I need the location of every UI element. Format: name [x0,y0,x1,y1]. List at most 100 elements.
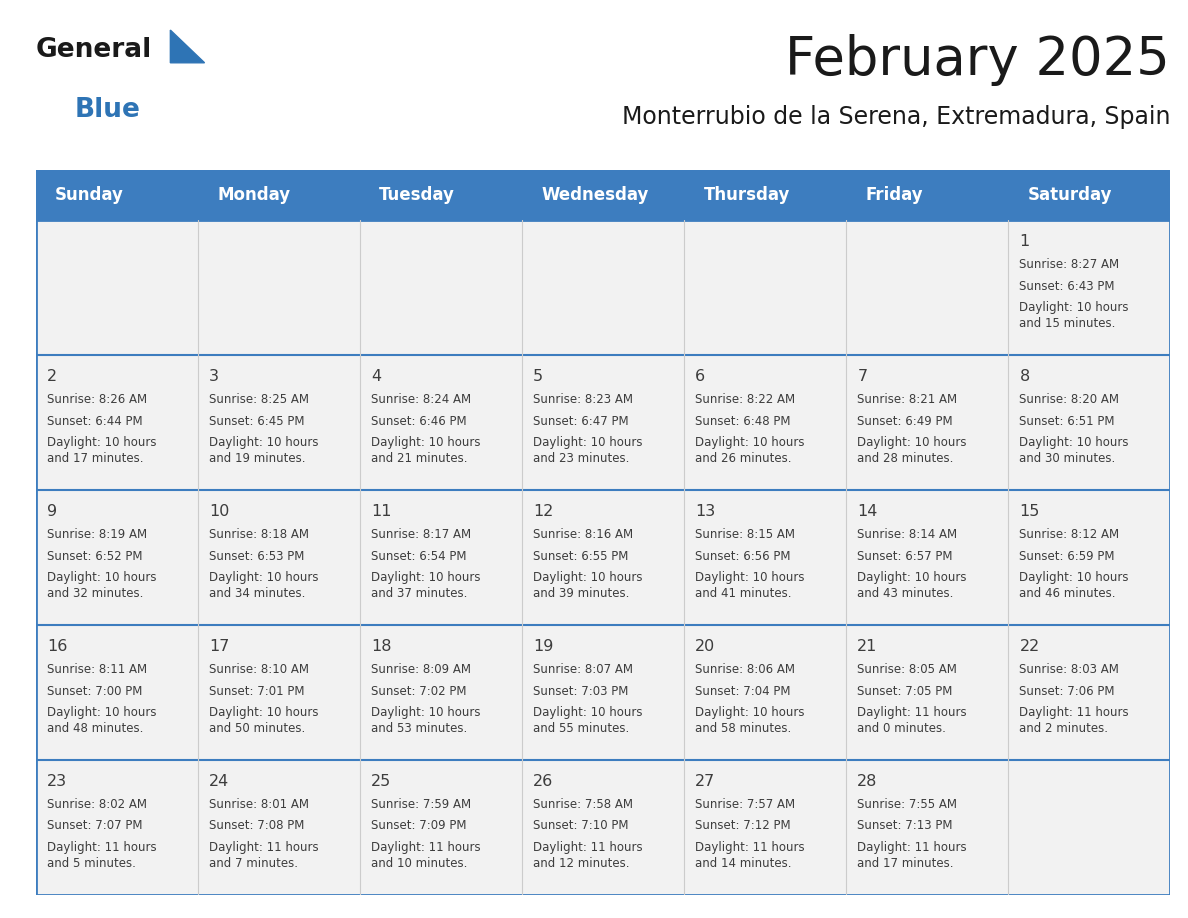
Text: Daylight: 11 hours
and 7 minutes.: Daylight: 11 hours and 7 minutes. [209,841,318,870]
Text: Sunrise: 8:02 AM: Sunrise: 8:02 AM [48,798,147,811]
Text: Sunset: 6:49 PM: Sunset: 6:49 PM [858,415,953,428]
Text: Sunset: 6:45 PM: Sunset: 6:45 PM [209,415,304,428]
Text: Sunrise: 8:27 AM: Sunrise: 8:27 AM [1019,258,1119,271]
Text: 6: 6 [695,369,706,384]
Text: Sunset: 6:46 PM: Sunset: 6:46 PM [371,415,467,428]
Text: Sunrise: 8:09 AM: Sunrise: 8:09 AM [371,663,472,676]
Text: Blue: Blue [74,97,140,123]
Text: 7: 7 [858,369,867,384]
Text: Sunrise: 8:21 AM: Sunrise: 8:21 AM [858,393,958,406]
Bar [360,760,522,895]
Bar [36,625,197,760]
Bar [1009,220,1170,355]
Text: Daylight: 10 hours
and 50 minutes.: Daylight: 10 hours and 50 minutes. [209,706,318,735]
Text: Sunset: 7:03 PM: Sunset: 7:03 PM [533,685,628,698]
Text: Daylight: 10 hours
and 17 minutes.: Daylight: 10 hours and 17 minutes. [48,436,157,465]
Text: Daylight: 10 hours
and 32 minutes.: Daylight: 10 hours and 32 minutes. [48,571,157,600]
Text: Sunrise: 8:24 AM: Sunrise: 8:24 AM [371,393,472,406]
Bar [522,490,684,625]
Text: Sunrise: 8:22 AM: Sunrise: 8:22 AM [695,393,796,406]
Text: Friday: Friday [866,186,923,204]
Text: 9: 9 [48,504,57,519]
Text: Wednesday: Wednesday [542,186,649,204]
Bar [360,355,522,490]
Polygon shape [170,30,204,62]
Text: Sunset: 6:47 PM: Sunset: 6:47 PM [533,415,628,428]
Text: 1: 1 [1019,234,1030,249]
Text: Sunrise: 8:18 AM: Sunrise: 8:18 AM [209,528,309,541]
Text: Sunrise: 8:25 AM: Sunrise: 8:25 AM [209,393,309,406]
Text: Daylight: 11 hours
and 0 minutes.: Daylight: 11 hours and 0 minutes. [858,706,967,735]
Text: 22: 22 [1019,639,1040,654]
Bar [846,220,1009,355]
Bar [197,490,360,625]
Text: Sunset: 6:53 PM: Sunset: 6:53 PM [209,550,304,563]
Bar [846,760,1009,895]
Text: 28: 28 [858,774,878,789]
Text: Sunrise: 8:17 AM: Sunrise: 8:17 AM [371,528,472,541]
Text: Sunrise: 8:20 AM: Sunrise: 8:20 AM [1019,393,1119,406]
Text: Sunset: 6:43 PM: Sunset: 6:43 PM [1019,280,1116,293]
Text: Daylight: 10 hours
and 55 minutes.: Daylight: 10 hours and 55 minutes. [533,706,643,735]
Text: Daylight: 11 hours
and 14 minutes.: Daylight: 11 hours and 14 minutes. [695,841,805,870]
Bar [846,490,1009,625]
Bar [522,220,684,355]
Text: Sunset: 7:00 PM: Sunset: 7:00 PM [48,685,143,698]
Text: Daylight: 11 hours
and 12 minutes.: Daylight: 11 hours and 12 minutes. [533,841,643,870]
Text: Sunrise: 8:15 AM: Sunrise: 8:15 AM [695,528,795,541]
Text: Sunset: 7:08 PM: Sunset: 7:08 PM [209,820,304,833]
Text: Sunrise: 8:03 AM: Sunrise: 8:03 AM [1019,663,1119,676]
Text: 23: 23 [48,774,67,789]
Text: Monterrubio de la Serena, Extremadura, Spain: Monterrubio de la Serena, Extremadura, S… [621,106,1170,129]
Text: Sunset: 6:57 PM: Sunset: 6:57 PM [858,550,953,563]
Bar [522,760,684,895]
Text: 11: 11 [371,504,392,519]
Text: Sunrise: 8:06 AM: Sunrise: 8:06 AM [695,663,795,676]
Bar [360,625,522,760]
Text: Sunrise: 8:11 AM: Sunrise: 8:11 AM [48,663,147,676]
Text: Sunset: 6:54 PM: Sunset: 6:54 PM [371,550,467,563]
Bar [36,490,197,625]
Text: 8: 8 [1019,369,1030,384]
Text: Sunrise: 8:19 AM: Sunrise: 8:19 AM [48,528,147,541]
Bar [197,220,360,355]
Bar [522,625,684,760]
Text: 19: 19 [533,639,554,654]
Text: Sunset: 7:04 PM: Sunset: 7:04 PM [695,685,791,698]
Bar [1009,625,1170,760]
Text: Daylight: 11 hours
and 2 minutes.: Daylight: 11 hours and 2 minutes. [1019,706,1129,735]
Text: Daylight: 10 hours
and 58 minutes.: Daylight: 10 hours and 58 minutes. [695,706,804,735]
Text: Daylight: 10 hours
and 39 minutes.: Daylight: 10 hours and 39 minutes. [533,571,643,600]
Bar [197,760,360,895]
Text: Daylight: 10 hours
and 15 minutes.: Daylight: 10 hours and 15 minutes. [1019,301,1129,330]
Text: Daylight: 11 hours
and 17 minutes.: Daylight: 11 hours and 17 minutes. [858,841,967,870]
Text: Sunrise: 7:58 AM: Sunrise: 7:58 AM [533,798,633,811]
Bar [1009,490,1170,625]
Bar [684,355,846,490]
Text: Sunrise: 8:14 AM: Sunrise: 8:14 AM [858,528,958,541]
Bar [36,760,197,895]
Text: Daylight: 10 hours
and 19 minutes.: Daylight: 10 hours and 19 minutes. [209,436,318,465]
Text: Daylight: 10 hours
and 48 minutes.: Daylight: 10 hours and 48 minutes. [48,706,157,735]
Text: Daylight: 10 hours
and 23 minutes.: Daylight: 10 hours and 23 minutes. [533,436,643,465]
Text: Sunset: 7:09 PM: Sunset: 7:09 PM [371,820,467,833]
Bar [197,625,360,760]
Text: Sunset: 7:13 PM: Sunset: 7:13 PM [858,820,953,833]
Text: 5: 5 [533,369,543,384]
Text: 21: 21 [858,639,878,654]
Text: Daylight: 11 hours
and 10 minutes.: Daylight: 11 hours and 10 minutes. [371,841,481,870]
Text: Thursday: Thursday [703,186,790,204]
Bar [684,760,846,895]
Text: 4: 4 [371,369,381,384]
Text: Sunset: 7:07 PM: Sunset: 7:07 PM [48,820,143,833]
Text: 3: 3 [209,369,219,384]
Bar [522,355,684,490]
Text: Sunset: 6:56 PM: Sunset: 6:56 PM [695,550,791,563]
Text: 16: 16 [48,639,68,654]
Text: Sunset: 7:12 PM: Sunset: 7:12 PM [695,820,791,833]
Bar [684,220,846,355]
Text: Sunrise: 7:55 AM: Sunrise: 7:55 AM [858,798,958,811]
Text: Sunrise: 8:12 AM: Sunrise: 8:12 AM [1019,528,1119,541]
Text: Sunset: 7:05 PM: Sunset: 7:05 PM [858,685,953,698]
Text: Sunset: 7:02 PM: Sunset: 7:02 PM [371,685,467,698]
